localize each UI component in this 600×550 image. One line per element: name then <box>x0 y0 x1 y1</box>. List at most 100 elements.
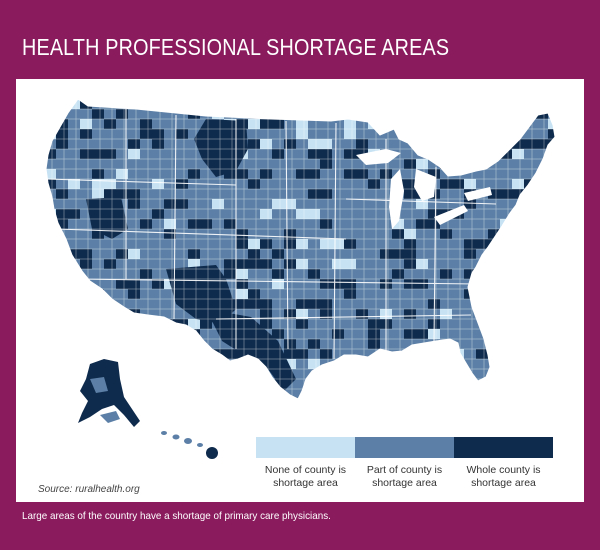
county-whole-shortage <box>512 389 524 399</box>
county-whole-shortage <box>500 119 512 129</box>
county-whole-shortage <box>56 379 68 389</box>
great-lakes <box>356 149 492 229</box>
county-whole-shortage <box>524 269 536 279</box>
county-no-shortage <box>368 379 380 389</box>
legend-label-none-line1: None of county is <box>264 464 347 476</box>
county-no-shortage <box>440 399 452 409</box>
county-whole-shortage <box>476 119 488 129</box>
county-whole-shortage <box>46 219 56 229</box>
county-whole-shortage <box>404 349 416 359</box>
county-whole-shortage <box>104 309 116 319</box>
county-whole-shortage <box>452 359 464 369</box>
county-no-shortage <box>128 379 140 389</box>
county-whole-shortage <box>548 389 555 399</box>
county-whole-shortage <box>404 399 416 409</box>
county-whole-shortage <box>536 289 548 299</box>
state-borders <box>46 109 497 360</box>
county-whole-shortage <box>440 389 452 399</box>
county-whole-shortage <box>248 99 260 109</box>
county-whole-shortage <box>536 219 548 229</box>
county-whole-shortage <box>308 399 320 409</box>
county-whole-shortage <box>548 199 555 209</box>
us-outline <box>45 98 556 400</box>
map-legend: None of county is shortage area Part of … <box>256 437 553 490</box>
county-whole-shortage <box>548 279 555 289</box>
county-whole-shortage <box>512 319 524 329</box>
county-whole-shortage <box>212 389 224 399</box>
county-whole-shortage <box>164 349 176 359</box>
county-whole-shortage <box>548 209 555 219</box>
alaska-map <box>78 359 140 427</box>
legend-label-whole: Whole county is shortage area <box>454 464 553 490</box>
county-whole-shortage <box>536 329 548 339</box>
county-no-shortage <box>46 319 56 329</box>
county-whole-shortage <box>164 399 176 409</box>
county-whole-shortage <box>524 379 536 389</box>
county-whole-shortage <box>380 359 392 369</box>
county-whole-shortage <box>308 99 320 109</box>
county-whole-shortage <box>236 369 248 379</box>
county-whole-shortage <box>536 179 548 189</box>
county-whole-shortage <box>428 149 440 159</box>
county-no-shortage <box>548 229 555 239</box>
county-whole-shortage <box>464 149 476 159</box>
county-whole-shortage <box>116 309 128 319</box>
county-no-shortage <box>488 319 500 329</box>
county-whole-shortage <box>56 309 68 319</box>
county-whole-shortage <box>68 389 80 399</box>
county-whole-shortage <box>56 289 68 299</box>
county-whole-shortage <box>308 379 320 389</box>
legend-labels: None of county is shortage area Part of … <box>256 464 553 490</box>
county-whole-shortage <box>512 279 524 289</box>
county-no-shortage <box>92 339 104 349</box>
county-no-shortage <box>428 399 440 409</box>
county-whole-shortage <box>536 359 548 369</box>
county-whole-shortage <box>500 249 512 259</box>
county-no-shortage <box>248 369 260 379</box>
county-whole-shortage <box>260 379 272 389</box>
county-no-shortage <box>500 279 512 289</box>
county-no-shortage <box>308 389 320 399</box>
county-no-shortage <box>104 319 116 329</box>
county-no-shortage <box>56 269 68 279</box>
county-whole-shortage <box>548 249 555 259</box>
county-no-shortage <box>284 109 296 119</box>
county-whole-shortage <box>500 139 512 149</box>
county-no-shortage <box>200 99 212 109</box>
county-whole-shortage <box>176 369 188 379</box>
county-whole-shortage <box>464 389 476 399</box>
page-title: HEALTH PROFESSIONAL SHORTAGE AREAS <box>22 34 450 60</box>
county-whole-shortage <box>46 259 56 269</box>
county-whole-shortage <box>452 389 464 399</box>
legend-label-whole-line1: Whole county is <box>466 464 541 476</box>
county-whole-shortage <box>92 309 104 319</box>
county-no-shortage <box>140 339 152 349</box>
figure-caption: Large areas of the country have a shorta… <box>22 510 331 522</box>
county-whole-shortage <box>46 289 56 299</box>
county-whole-shortage <box>548 379 555 389</box>
county-whole-shortage <box>356 399 368 409</box>
legend-swatch-part <box>355 437 454 458</box>
county-whole-shortage <box>236 399 248 409</box>
county-whole-shortage <box>44 399 56 409</box>
county-no-shortage <box>356 389 368 399</box>
county-whole-shortage <box>512 329 524 339</box>
legend-label-whole-line2: shortage area <box>471 477 536 489</box>
county-whole-shortage <box>152 339 164 349</box>
county-whole-shortage <box>212 379 224 389</box>
county-whole-shortage <box>356 369 368 379</box>
legend-label-part: Part of county is shortage area <box>355 464 454 490</box>
county-whole-shortage <box>80 299 92 309</box>
county-no-shortage <box>332 369 344 379</box>
county-whole-shortage <box>404 119 416 129</box>
county-whole-shortage <box>440 139 452 149</box>
county-whole-shortage <box>440 379 452 389</box>
county-no-shortage <box>260 389 272 399</box>
county-whole-shortage <box>548 309 555 319</box>
legend-label-none: None of county is shortage area <box>256 464 355 490</box>
county-whole-shortage <box>104 349 116 359</box>
county-whole-shortage <box>428 119 440 129</box>
county-whole-shortage <box>524 349 536 359</box>
county-whole-shortage <box>500 319 512 329</box>
